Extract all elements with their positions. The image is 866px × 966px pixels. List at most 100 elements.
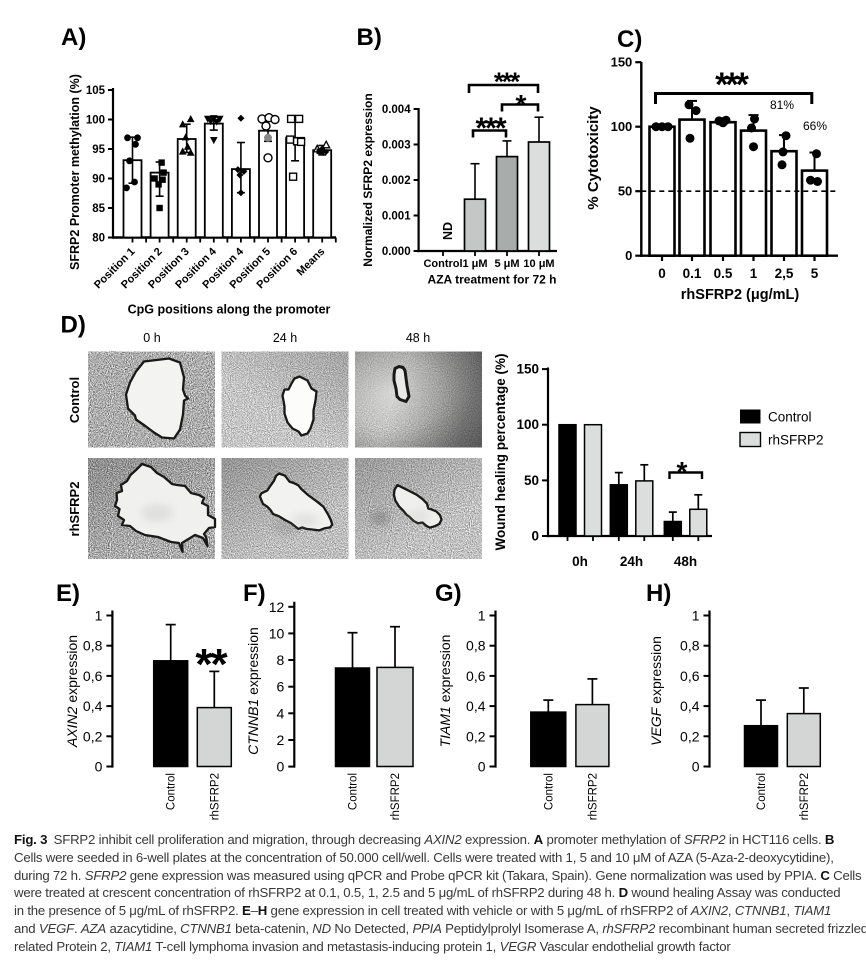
- svg-text:H): H): [646, 580, 671, 607]
- svg-text:10: 10: [269, 625, 285, 641]
- svg-text:E): E): [56, 580, 80, 607]
- svg-text:Control: Control: [768, 410, 812, 425]
- svg-text:Control: Control: [166, 773, 178, 810]
- svg-text:2,5: 2,5: [775, 266, 794, 281]
- svg-text:81%: 81%: [770, 98, 794, 112]
- svg-text:rhSFRP2 (μg/mL): rhSFRP2 (μg/mL): [681, 287, 800, 303]
- svg-text:0.5: 0.5: [714, 266, 733, 281]
- svg-text:0,8: 0,8: [466, 638, 486, 654]
- svg-text:D): D): [61, 312, 86, 339]
- svg-text:Control: Control: [348, 773, 360, 810]
- svg-text:50: 50: [524, 473, 539, 488]
- svg-text:12: 12: [269, 599, 285, 615]
- svg-text:100: 100: [611, 119, 633, 134]
- svg-text:0.002: 0.002: [382, 175, 411, 187]
- svg-text:% Cytotoxicity: % Cytotoxicity: [585, 106, 602, 210]
- svg-text:85: 85: [92, 203, 105, 215]
- svg-text:F): F): [243, 580, 266, 607]
- svg-text:VEGF expression: VEGF expression: [648, 636, 664, 746]
- svg-text:0,8: 0,8: [680, 638, 700, 654]
- svg-text:Means: Means: [295, 246, 328, 279]
- svg-text:1: 1: [750, 266, 758, 281]
- svg-text:***: ***: [475, 112, 506, 145]
- svg-text:Normalized SFRP2 expression: Normalized SFRP2 expression: [361, 93, 375, 266]
- svg-text:B): B): [357, 24, 382, 51]
- svg-text:0.004: 0.004: [382, 104, 411, 116]
- svg-text:*: *: [677, 456, 688, 487]
- svg-text:*: *: [516, 89, 527, 120]
- svg-text:0.1: 0.1: [683, 266, 702, 281]
- svg-text:150: 150: [611, 55, 633, 70]
- svg-text:CpG positions along the promot: CpG positions along the promoter: [128, 303, 331, 317]
- svg-text:105: 105: [86, 85, 106, 97]
- svg-text:90: 90: [92, 174, 105, 186]
- svg-text:Control: Control: [423, 258, 462, 270]
- svg-text:Wound healing percentage (%): Wound healing percentage (%): [493, 353, 508, 550]
- svg-text:24h: 24h: [620, 554, 643, 569]
- svg-text:8: 8: [277, 652, 285, 668]
- svg-text:5: 5: [811, 266, 819, 281]
- svg-text:rhSFRP2: rhSFRP2: [768, 433, 824, 448]
- svg-text:***: ***: [715, 66, 749, 104]
- svg-text:95: 95: [92, 144, 105, 156]
- svg-text:0,6: 0,6: [83, 668, 103, 684]
- svg-text:Control: Control: [67, 377, 82, 423]
- svg-text:0.000: 0.000: [382, 246, 411, 258]
- svg-text:1: 1: [478, 608, 486, 624]
- svg-text:rhSFRP2: rhSFRP2: [67, 482, 82, 537]
- svg-text:G): G): [435, 580, 462, 607]
- svg-text:0: 0: [531, 529, 539, 544]
- svg-text:50: 50: [618, 184, 632, 199]
- svg-text:0: 0: [277, 759, 285, 775]
- svg-text:150: 150: [516, 362, 539, 377]
- svg-text:100: 100: [86, 115, 105, 127]
- svg-text:0: 0: [478, 759, 486, 775]
- svg-text:0,4: 0,4: [83, 698, 103, 714]
- svg-text:5 μM: 5 μM: [494, 258, 519, 270]
- svg-text:SFRP2 Promoter methylation (%): SFRP2 Promoter methylation (%): [68, 74, 82, 270]
- svg-text:24 h: 24 h: [273, 331, 297, 345]
- svg-text:0,2: 0,2: [680, 728, 700, 744]
- svg-text:rhSFRP2: rhSFRP2: [209, 773, 221, 820]
- svg-text:rhSFRP2: rhSFRP2: [799, 773, 811, 820]
- svg-text:Control: Control: [543, 773, 555, 810]
- svg-text:0h: 0h: [572, 554, 588, 569]
- svg-text:2: 2: [277, 732, 285, 748]
- svg-text:Control: Control: [756, 773, 768, 810]
- svg-text:10 μM: 10 μM: [523, 258, 554, 270]
- svg-text:0,2: 0,2: [83, 728, 103, 744]
- svg-text:80: 80: [92, 233, 105, 245]
- svg-text:0.003: 0.003: [382, 140, 411, 152]
- svg-text:**: **: [195, 640, 228, 689]
- svg-text:0,4: 0,4: [680, 698, 700, 714]
- svg-text:1 μM: 1 μM: [462, 258, 487, 270]
- svg-text:ND: ND: [441, 222, 455, 240]
- svg-text:4: 4: [277, 705, 285, 721]
- svg-text:0,2: 0,2: [466, 728, 486, 744]
- svg-text:TIAM1 expression: TIAM1 expression: [437, 635, 453, 748]
- svg-text:0.001: 0.001: [382, 211, 411, 223]
- svg-text:CTNNB1 expression: CTNNB1 expression: [245, 627, 261, 755]
- svg-text:0: 0: [658, 266, 666, 281]
- svg-text:66%: 66%: [803, 119, 827, 133]
- svg-text:1: 1: [692, 608, 700, 624]
- svg-text:48h: 48h: [674, 554, 697, 569]
- svg-text:C): C): [617, 26, 642, 53]
- svg-text:1: 1: [95, 608, 103, 624]
- svg-text:rhSFRP2: rhSFRP2: [390, 773, 402, 820]
- svg-text:0,6: 0,6: [466, 668, 486, 684]
- svg-text:0: 0: [692, 759, 700, 775]
- svg-text:0: 0: [95, 759, 103, 775]
- svg-text:0 h: 0 h: [143, 331, 160, 345]
- svg-text:***: ***: [494, 67, 521, 97]
- svg-text:A): A): [61, 24, 86, 51]
- svg-text:0,4: 0,4: [466, 698, 486, 714]
- svg-text:0: 0: [625, 248, 632, 263]
- svg-text:rhSFRP2: rhSFRP2: [587, 773, 599, 820]
- svg-text:48 h: 48 h: [406, 331, 430, 345]
- svg-text:0,8: 0,8: [83, 638, 103, 654]
- svg-text:6: 6: [277, 679, 285, 695]
- svg-text:0,6: 0,6: [680, 668, 700, 684]
- svg-text:100: 100: [516, 417, 539, 432]
- svg-text:AXIN2 expression: AXIN2 expression: [64, 635, 80, 748]
